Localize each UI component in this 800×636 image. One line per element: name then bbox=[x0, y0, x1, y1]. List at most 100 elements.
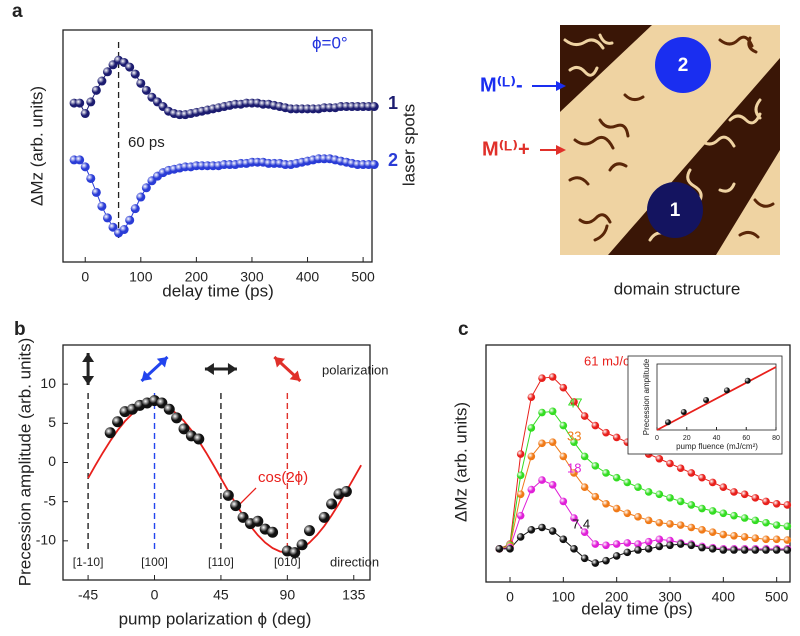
data-point bbox=[102, 67, 112, 77]
data-point bbox=[230, 500, 242, 512]
data-point bbox=[740, 514, 749, 522]
direction-label: [1-10] bbox=[73, 555, 104, 569]
data-point bbox=[740, 490, 749, 499]
data-point bbox=[506, 545, 514, 553]
data-point bbox=[740, 546, 749, 554]
domain-image bbox=[560, 25, 780, 255]
data-point bbox=[97, 76, 107, 86]
data-point bbox=[495, 545, 504, 553]
data-point bbox=[136, 192, 146, 202]
data-point bbox=[86, 97, 96, 107]
data-point bbox=[708, 528, 717, 537]
data-point bbox=[634, 540, 642, 548]
series-line bbox=[656, 366, 777, 431]
data-point bbox=[762, 546, 770, 554]
x-tick-label: 135 bbox=[342, 587, 366, 603]
data-point bbox=[75, 98, 85, 108]
data-point bbox=[125, 62, 135, 72]
x-tick-label: -45 bbox=[78, 587, 98, 603]
data-point bbox=[516, 533, 525, 541]
data-point bbox=[708, 545, 717, 553]
data-point bbox=[141, 183, 151, 193]
data-point bbox=[102, 213, 112, 223]
data-point bbox=[538, 439, 546, 448]
data-point bbox=[783, 546, 792, 554]
arrow-head bbox=[274, 357, 286, 368]
data-point bbox=[655, 490, 664, 499]
data-point bbox=[698, 526, 706, 534]
image-caption: domain structure bbox=[614, 279, 741, 298]
spot-label: 2 bbox=[678, 55, 689, 76]
data-point bbox=[655, 535, 664, 544]
data-point bbox=[75, 155, 85, 165]
dark-domain bbox=[560, 25, 652, 112]
y-tick-label: -5 bbox=[44, 492, 57, 508]
data-point bbox=[130, 204, 140, 214]
plot-frame bbox=[62, 344, 371, 581]
data-point bbox=[538, 374, 546, 382]
laser-spot bbox=[655, 37, 711, 93]
data-point bbox=[548, 481, 557, 489]
data-point bbox=[580, 412, 589, 420]
data-point bbox=[136, 78, 146, 88]
data-point bbox=[580, 528, 589, 537]
data-point bbox=[516, 511, 525, 520]
data-point bbox=[91, 187, 101, 197]
x-tick-label: 400 bbox=[296, 269, 320, 285]
magnetization-label: M⁽ᴸ⁾+ bbox=[482, 138, 530, 160]
series-label: 47 bbox=[568, 395, 582, 410]
data-point bbox=[634, 483, 642, 492]
y2-axis-label: laser spots bbox=[399, 104, 418, 186]
data-point bbox=[296, 539, 308, 551]
data-point bbox=[112, 416, 124, 428]
y-tick-label: 10 bbox=[40, 375, 56, 391]
x-tick-label: 90 bbox=[280, 587, 296, 603]
data-point bbox=[193, 433, 205, 445]
data-point bbox=[644, 537, 653, 546]
x-tick-label: 60 bbox=[742, 435, 750, 442]
data-point bbox=[80, 162, 90, 172]
data-point bbox=[527, 452, 536, 461]
data-point bbox=[676, 497, 685, 506]
series-label: 33 bbox=[567, 428, 581, 443]
data-point bbox=[580, 452, 589, 461]
data-point bbox=[612, 540, 621, 548]
annotation: polarization bbox=[322, 362, 389, 377]
data-point bbox=[559, 452, 568, 461]
data-point bbox=[178, 423, 190, 435]
data-point bbox=[751, 494, 760, 502]
annotation: 60 ps bbox=[128, 134, 165, 151]
data-point bbox=[548, 373, 557, 381]
y-axis-label: ΔMz (arb. units) bbox=[451, 402, 470, 522]
series-line bbox=[499, 410, 788, 550]
series-line bbox=[499, 526, 788, 564]
data-point bbox=[723, 387, 730, 394]
data-point bbox=[719, 509, 728, 518]
data-point bbox=[602, 499, 610, 508]
data-point bbox=[762, 518, 770, 527]
data-point bbox=[644, 488, 653, 496]
data-point bbox=[538, 408, 546, 417]
data-point bbox=[171, 412, 183, 424]
data-point bbox=[623, 548, 632, 557]
data-point bbox=[326, 498, 338, 510]
data-point bbox=[708, 507, 717, 515]
data-point bbox=[548, 438, 557, 446]
series-line bbox=[499, 441, 788, 550]
arrow-head bbox=[82, 353, 95, 362]
data-point bbox=[687, 523, 696, 532]
data-point bbox=[623, 509, 632, 518]
x-tick-label: 0 bbox=[655, 435, 659, 442]
data-point bbox=[570, 545, 578, 553]
data-point bbox=[762, 497, 770, 506]
x-tick-label: 40 bbox=[713, 435, 721, 442]
data-point bbox=[676, 464, 685, 473]
annotation-pointer bbox=[237, 487, 257, 507]
y-axis-label: Precession amplitude (arb. units) bbox=[15, 338, 34, 587]
data-point bbox=[570, 514, 578, 522]
data-point bbox=[318, 511, 330, 523]
data-point bbox=[644, 545, 653, 553]
x-tick-label: 45 bbox=[213, 587, 229, 603]
panel-label: b bbox=[14, 319, 26, 340]
